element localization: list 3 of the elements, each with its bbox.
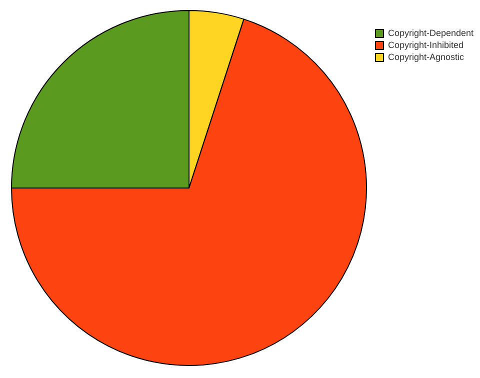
legend-label: Copyright-Inhibited	[388, 40, 464, 50]
legend-label: Copyright-Dependent	[388, 28, 474, 38]
legend-label: Copyright-Agnostic	[388, 52, 464, 62]
